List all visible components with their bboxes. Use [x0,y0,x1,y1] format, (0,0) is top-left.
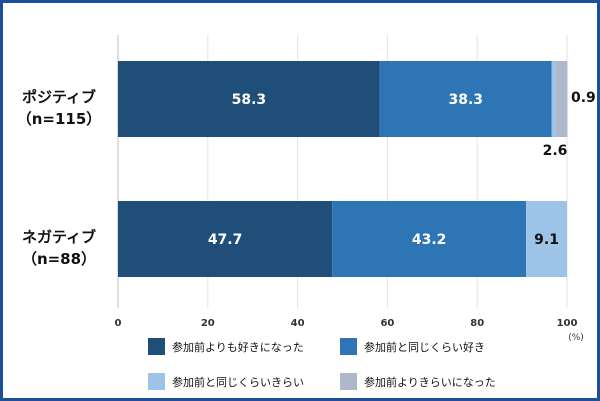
legend-swatch [340,338,357,355]
x-tick-label: 40 [291,318,305,329]
category-label-line: （n=115） [16,110,102,128]
x-tick-label: 80 [470,318,484,329]
legend-item-same-liked: 参加前と同じくらい好き [340,338,485,355]
data-label: 38.3 [448,92,483,108]
category-label-negative: ネガティブ （n=88） [4,226,114,270]
bar-segment [332,201,527,277]
bar-segment [526,201,567,277]
x-tick-label: 60 [380,318,394,329]
legend-swatch [148,373,165,390]
legend-swatch [148,338,165,355]
x-tick-label: 100 [557,318,578,329]
data-label: 58.3 [232,92,267,108]
data-label: 2.6 [543,143,568,159]
x-tick-label: 20 [201,318,215,329]
bar-segment [118,201,333,277]
data-label: 47.7 [208,232,243,248]
category-label-line: （n=88） [21,250,97,268]
bar-segment [379,61,552,137]
x-tick-label: 0 [115,318,122,329]
category-label-line: ポジティブ [21,88,97,106]
legend-item-more-liked: 参加前よりも好きになった [148,338,304,355]
legend-swatch [340,373,357,390]
category-label-positive: ポジティブ （n=115） [4,86,114,130]
data-label: 43.2 [412,232,447,248]
legend-item-same-disliked: 参加前と同じくらいきらい [148,373,304,390]
bar-segment [551,61,556,137]
category-label-line: ネガティブ [21,228,97,246]
legend-item-more-disliked: 参加前よりきらいになった [340,373,496,390]
data-label: 0.9 [571,90,596,106]
bar-segment [555,61,568,137]
legend-label: 参加前よりも好きになった [172,340,304,354]
legend-label: 参加前よりきらいになった [364,375,496,389]
data-label: 9.1 [534,232,559,248]
legend-label: 参加前と同じくらい好き [364,340,485,354]
legend-label: 参加前と同じくらいきらい [172,375,304,389]
x-unit-label: (%) [568,333,584,343]
bar-segment [118,61,380,137]
